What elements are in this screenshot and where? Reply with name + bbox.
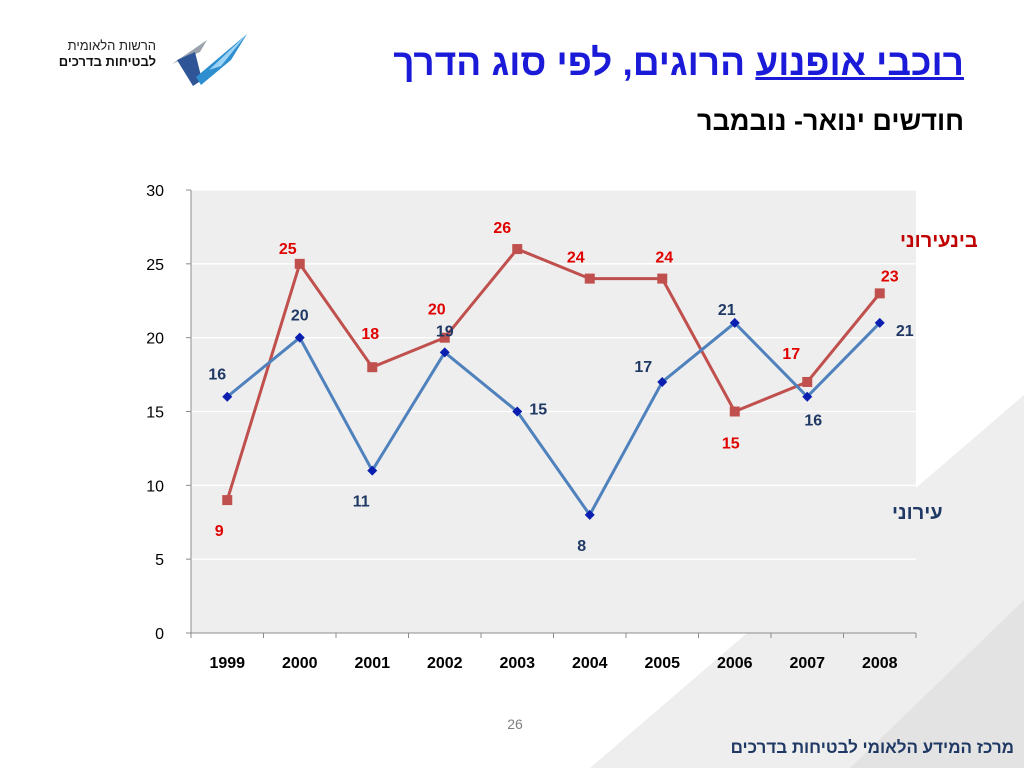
x-tick-label: 2001 xyxy=(354,655,390,672)
y-tick-label: 0 xyxy=(155,626,164,643)
data-label: 11 xyxy=(353,494,370,511)
data-label: 20 xyxy=(291,308,309,325)
x-tick-label: 2005 xyxy=(644,655,680,672)
data-point xyxy=(874,317,885,328)
y-tick-label: 15 xyxy=(146,405,164,422)
data-point xyxy=(802,376,813,387)
data-label: 25 xyxy=(279,241,297,258)
logo-text-line2: לבטיחות בדרכים xyxy=(58,54,156,69)
x-tick-label: 2000 xyxy=(282,655,318,672)
x-tick-label: 2003 xyxy=(499,655,535,672)
y-tick-label: 10 xyxy=(146,478,164,495)
y-tick-label: 5 xyxy=(155,552,164,569)
data-point xyxy=(439,347,450,358)
checkmark-logo-icon xyxy=(172,34,247,86)
y-tick-label: 20 xyxy=(146,331,164,348)
slide-title: רוכבי אופנוע הרוגים, לפי סוג הדרך xyxy=(393,42,964,84)
data-label: 8 xyxy=(577,538,586,555)
series-line xyxy=(226,321,881,517)
slide-title-underlined: רוכבי אופנוע xyxy=(755,42,964,83)
axes xyxy=(186,189,917,638)
x-tick-label: 2008 xyxy=(862,655,898,672)
y-tick-label: 30 xyxy=(146,183,164,200)
data-label: 20 xyxy=(428,302,446,319)
data-point xyxy=(439,332,450,343)
data-label: 15 xyxy=(722,436,740,453)
slide-title-rest: הרוגים, לפי סוג הדרך xyxy=(393,42,756,83)
data-point xyxy=(729,406,740,417)
series-name-labels: בינעירוני עירוני xyxy=(892,230,978,524)
data-label: 17 xyxy=(634,359,652,376)
y-tick-label: 25 xyxy=(146,257,164,274)
data-label: 16 xyxy=(208,367,226,384)
data-point xyxy=(367,465,378,476)
series-name-label: בינעירוני xyxy=(900,230,978,252)
data-point xyxy=(512,244,523,255)
data-point xyxy=(584,273,595,284)
data-label: 21 xyxy=(896,323,914,340)
data-point xyxy=(802,391,813,402)
data-labels: 9 25 18 20 26 24 24 15 17 23 16 20 11 19 15 8 17 21 16 21 xyxy=(208,220,913,555)
series-lines xyxy=(225,247,881,517)
x-tick-label: 2004 xyxy=(572,655,608,672)
series-name-label: עירוני xyxy=(892,502,943,524)
data-label: 24 xyxy=(567,250,585,267)
x-tick-label: 2007 xyxy=(789,655,825,672)
data-point xyxy=(367,362,378,373)
data-label: 17 xyxy=(782,346,800,363)
data-point xyxy=(584,509,595,520)
data-point xyxy=(657,376,668,387)
data-point xyxy=(222,391,233,402)
x-tick-label: 1999 xyxy=(209,655,245,672)
logo: הרשות הלאומית לבטיחות בדרכים xyxy=(36,28,251,90)
data-point xyxy=(874,288,885,299)
x-tick-label: 2002 xyxy=(427,655,463,672)
slide-subtitle: חודשים ינואר- נובמבר xyxy=(697,106,964,136)
series-line xyxy=(225,247,881,501)
footer-text: מרכז המידע הלאומי לבטיחות בדרכים xyxy=(730,738,1014,757)
data-point xyxy=(222,495,233,506)
data-label: 26 xyxy=(493,220,511,237)
data-label: 9 xyxy=(215,523,224,540)
data-label: 16 xyxy=(804,413,822,430)
series-markers xyxy=(222,244,885,520)
x-tick-label: 2006 xyxy=(717,655,753,672)
data-label: 19 xyxy=(436,323,454,340)
page-number: 26 xyxy=(507,716,523,732)
data-label: 24 xyxy=(655,250,673,267)
data-label: 15 xyxy=(529,402,547,419)
logo-text-line1: הרשות הלאומית xyxy=(67,38,156,53)
data-point xyxy=(294,258,305,269)
data-label: 21 xyxy=(718,302,736,319)
data-label: 23 xyxy=(881,268,899,285)
data-point xyxy=(294,332,305,343)
data-point xyxy=(729,317,740,328)
data-label: 18 xyxy=(361,326,379,343)
tick-labels: 0 5 10 15 20 25 30 1999 2000 2001 2002 2003 2004 2005… xyxy=(146,183,897,672)
data-point xyxy=(657,273,668,284)
data-point xyxy=(512,406,523,417)
